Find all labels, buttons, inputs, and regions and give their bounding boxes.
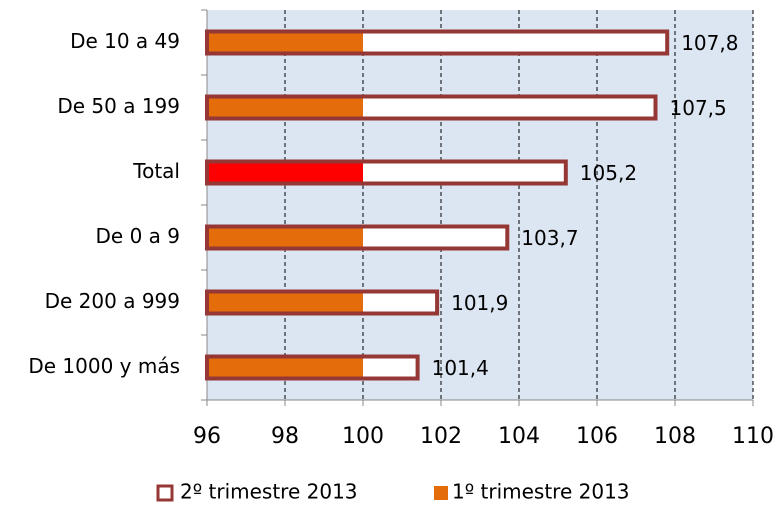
bar <box>209 228 363 247</box>
legend-label: 2º trimestre 2013 <box>180 480 358 504</box>
plot-area <box>207 10 753 400</box>
value-label: 107,5 <box>670 96 727 120</box>
x-tick-label: 110 <box>732 424 774 449</box>
y-tick-label: De 0 a 9 <box>96 224 180 248</box>
x-tick-label: 96 <box>193 424 221 449</box>
x-tick-label: 102 <box>420 424 462 449</box>
x-tick-label: 104 <box>498 424 540 449</box>
value-label: 107,8 <box>681 31 738 55</box>
bar <box>209 33 363 52</box>
x-tick-label: 108 <box>654 424 696 449</box>
bar <box>209 358 363 377</box>
y-tick-label: De 200 a 999 <box>45 289 180 313</box>
legend-label: 1º trimestre 2013 <box>452 480 630 504</box>
bar <box>209 293 363 312</box>
x-tick-label: 98 <box>271 424 299 449</box>
x-tick-label: 106 <box>576 424 618 449</box>
y-tick-label: De 50 a 199 <box>57 94 180 118</box>
bar <box>209 163 363 182</box>
y-tick-label: De 10 a 49 <box>70 29 180 53</box>
legend-swatch <box>434 486 448 500</box>
value-label: 105,2 <box>580 161 637 185</box>
value-label: 101,4 <box>432 356 489 380</box>
value-label: 103,7 <box>521 226 578 250</box>
value-label: 101,9 <box>451 291 508 315</box>
x-tick-label: 100 <box>342 424 384 449</box>
legend-swatch <box>156 484 174 502</box>
y-tick-label: Total <box>132 159 180 183</box>
y-tick-label: De 1000 y más <box>28 354 180 378</box>
bar <box>209 98 363 117</box>
